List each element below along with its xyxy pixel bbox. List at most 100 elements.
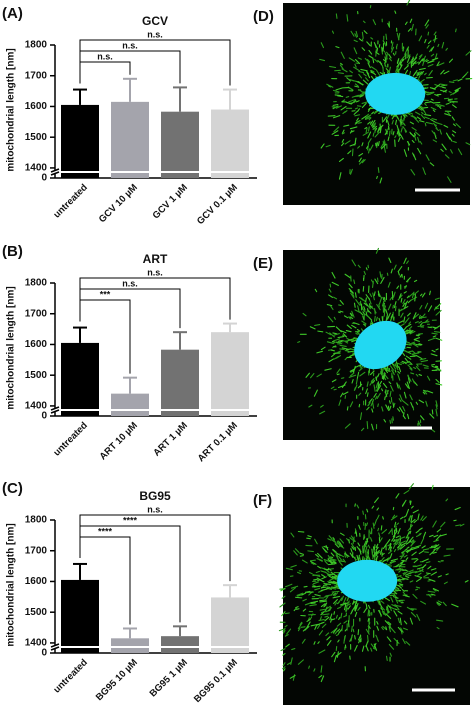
mito-speck — [369, 127, 370, 131]
mito-speck — [285, 613, 289, 614]
mito-speck — [337, 374, 339, 375]
mito-speck — [354, 303, 355, 307]
bar-base — [211, 648, 249, 653]
mito-speck — [383, 297, 384, 299]
bar-base — [61, 173, 99, 178]
mito-speck — [309, 666, 310, 668]
mito-speck — [369, 611, 370, 615]
mito-speck — [377, 142, 378, 145]
mito-speck — [345, 351, 348, 352]
mito-speck — [373, 281, 374, 287]
bar-base — [111, 173, 149, 178]
mito-speck — [310, 560, 315, 561]
mito-speck — [443, 87, 446, 88]
x-tick-label: GCV 0.1 µM — [195, 182, 240, 227]
bar — [111, 394, 149, 409]
mito-speck — [308, 551, 314, 552]
mito-speck — [387, 391, 388, 394]
y-axis-label: mitochondrial length [nm] — [6, 48, 17, 171]
mito-speck — [423, 107, 428, 108]
mito-speck — [410, 531, 411, 534]
significance-label: n.s. — [147, 267, 163, 277]
panel-label: (E) — [253, 255, 273, 272]
mito-speck — [365, 524, 366, 530]
y-tick-label: 0 — [41, 648, 47, 659]
mito-speck — [358, 630, 359, 635]
mito-speck — [415, 295, 416, 301]
mito-speck — [332, 587, 335, 588]
mito-speck — [337, 541, 338, 544]
significance-bracket — [80, 62, 130, 84]
y-axis-label: mitochondrial length [nm] — [6, 286, 17, 409]
mito-speck — [331, 350, 334, 351]
mito-speck — [356, 334, 358, 335]
nucleus — [337, 560, 397, 602]
x-tick-label: GCV 10 µM — [97, 182, 140, 225]
mito-speck — [378, 168, 379, 173]
mito-speck — [368, 612, 369, 616]
nucleus — [365, 73, 425, 115]
mito-speck — [355, 293, 356, 298]
mito-speck — [338, 73, 343, 74]
mito-speck — [407, 330, 411, 331]
mito-speck — [349, 540, 350, 543]
y-tick-label: 1800 — [25, 515, 48, 526]
mito-speck — [400, 577, 402, 578]
x-tick-label: ART 1 µM — [151, 420, 190, 459]
mito-speck — [401, 298, 402, 302]
mito-speck — [342, 626, 343, 631]
significance-label: **** — [123, 515, 138, 525]
mito-speck — [298, 342, 300, 343]
mito-speck — [361, 639, 362, 642]
mito-speck — [356, 63, 358, 64]
y-tick-label: 1600 — [25, 576, 48, 587]
mito-speck — [370, 304, 371, 309]
mito-speck — [421, 317, 427, 318]
panel-label: (D) — [253, 8, 274, 25]
mito-speck — [336, 14, 337, 18]
mito-speck — [416, 589, 418, 590]
mito-speck — [435, 35, 436, 39]
mito-speck — [318, 331, 323, 332]
mito-speck — [390, 401, 391, 404]
y-tick-label: 0 — [41, 173, 47, 184]
panel-label: (B) — [2, 243, 23, 260]
bar — [161, 636, 199, 646]
x-tick-label: GCV 1 µM — [151, 182, 190, 221]
y-tick-label: 1500 — [25, 370, 48, 381]
y-tick-label: 1400 — [25, 163, 48, 174]
bar-base — [161, 173, 199, 178]
mito-speck — [425, 123, 426, 126]
mito-speck — [450, 82, 454, 83]
mito-speck — [378, 528, 379, 530]
mito-speck — [434, 102, 440, 103]
mito-speck — [377, 48, 378, 51]
mito-speck — [345, 554, 346, 557]
mito-speck — [334, 389, 336, 390]
mito-speck — [368, 636, 369, 642]
mito-speck — [355, 636, 356, 639]
x-tick-label: untreated — [52, 657, 91, 696]
y-tick-label: 1800 — [25, 278, 48, 289]
significance-label: **** — [98, 526, 113, 536]
mito-speck — [366, 312, 367, 315]
chart-title: BG95 — [139, 489, 171, 503]
mito-speck — [367, 393, 368, 397]
mito-speck — [372, 554, 373, 556]
bar-base — [61, 648, 99, 653]
mito-speck — [423, 59, 424, 61]
mito-speck — [456, 29, 457, 32]
mito-speck — [335, 95, 340, 96]
mito-speck — [430, 291, 431, 295]
mito-speck — [366, 268, 367, 270]
chart-title: ART — [143, 252, 168, 266]
mito-speck — [343, 341, 348, 342]
panel-label: (A) — [2, 5, 23, 22]
bar-base — [111, 411, 149, 416]
mito-speck — [387, 656, 388, 660]
y-tick-label: 1500 — [25, 132, 48, 143]
bar — [161, 350, 199, 409]
y-tick-label: 0 — [41, 411, 47, 422]
bar — [211, 332, 249, 409]
y-tick-label: 1700 — [25, 545, 48, 556]
